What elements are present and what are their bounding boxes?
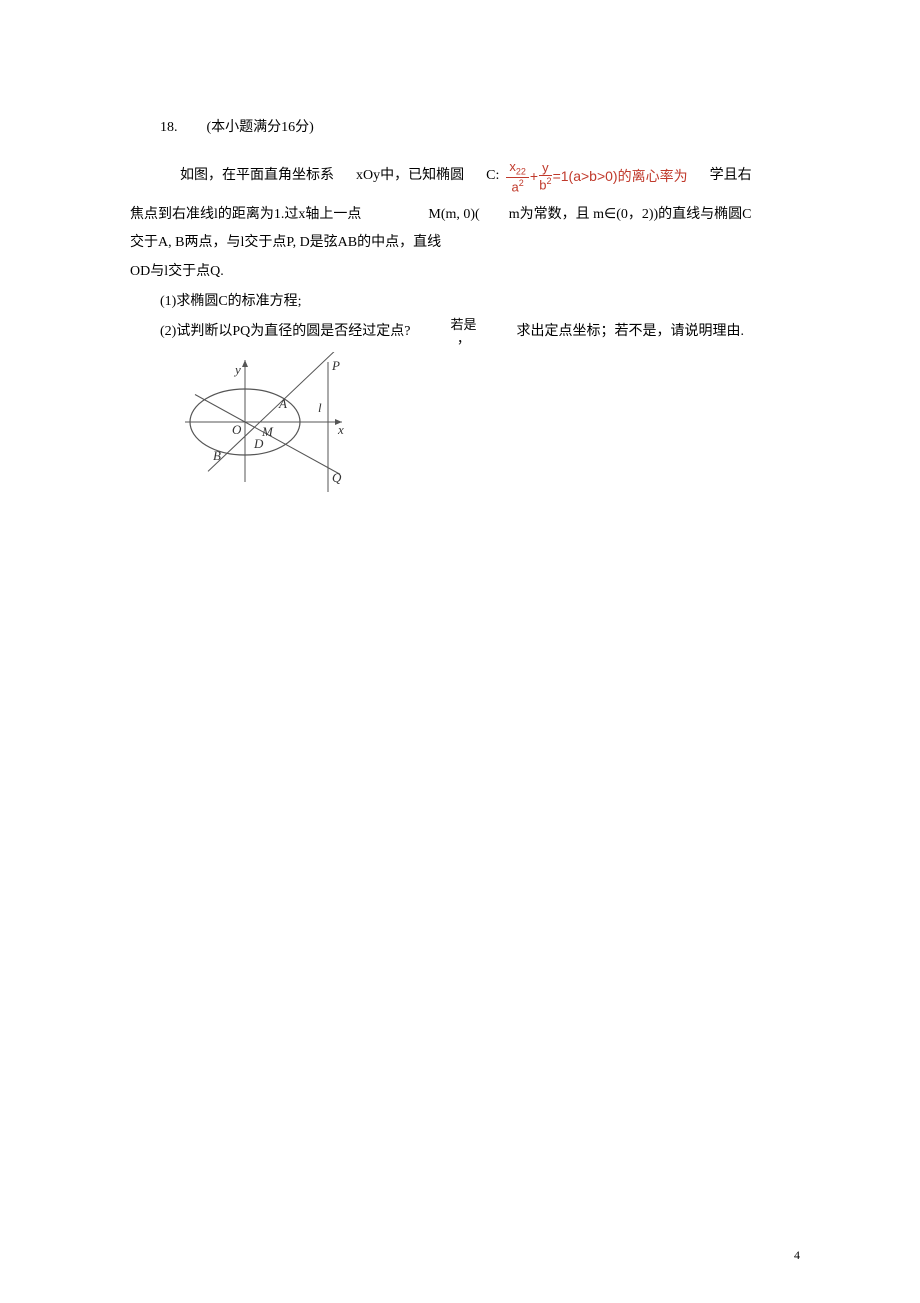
question-2: (2)试判断以PQ为直径的圆是否经过定点? 若是 ， 求出定点坐标；若不是，请说… <box>160 318 830 347</box>
p1-text-3: C: <box>486 163 499 190</box>
question-1: (1)求椭圆C的标准方程; <box>160 289 830 316</box>
p1-text-2: xOy中，已知椭圆 <box>356 163 464 190</box>
svg-text:y: y <box>233 362 241 377</box>
svg-text:x: x <box>337 422 344 437</box>
q2-stacked: 若是 ， <box>450 318 476 347</box>
problem-number: 18. <box>160 120 178 135</box>
svg-text:P: P <box>331 358 340 373</box>
p3-text-1: 交于A, B两点，与l交于点P, D是弦AB的中点，直线 <box>130 235 441 250</box>
p1-text-1: 如图，在平面直角坐标系 <box>180 163 334 190</box>
paragraph-4: OD与l交于点Q. <box>130 259 830 286</box>
svg-text:A: A <box>278 396 287 411</box>
svg-text:l: l <box>318 400 322 415</box>
p1-text-4: 学且右 <box>710 163 752 190</box>
p4-text-1: OD与l交于点Q. <box>130 264 224 279</box>
paragraph-1: 如图，在平面直角坐标系 xOy中，已知椭圆 C: x22 a2 + y b2 =… <box>180 160 830 194</box>
svg-text:Q: Q <box>332 470 342 485</box>
eq-tail: =1(a>b>0)的离心率为 <box>553 163 688 190</box>
plus-sign: + <box>530 163 538 190</box>
q2-text-1: (2)试判断以PQ为直径的圆是否经过定点? <box>160 319 410 346</box>
problem-number-line: 18. (本小题满分16分) <box>160 115 830 142</box>
problem-points: (本小题满分16分) <box>207 120 314 135</box>
fraction-y-b2: y b2 <box>539 161 552 191</box>
paragraph-2: 焦点到右准线l的距离为1.过x轴上一点 M(m, 0)( m为常数，且 m∈(0… <box>130 202 830 229</box>
svg-text:O: O <box>232 422 242 437</box>
page-number: 4 <box>794 1248 800 1263</box>
ellipse-diagram: yxOMABDPQl <box>180 352 830 507</box>
svg-text:B: B <box>213 448 221 463</box>
q2-text-3: 求出定点坐标；若不是，请说明理由. <box>516 319 744 346</box>
q1-text: (1)求椭圆C的标准方程; <box>160 294 302 309</box>
p2-text-1: 焦点到右准线l的距离为1.过x轴上一点 <box>130 207 361 222</box>
svg-text:D: D <box>253 436 264 451</box>
paragraph-3: 交于A, B两点，与l交于点P, D是弦AB的中点，直线 <box>130 230 830 257</box>
fraction-x2-a2: x22 a2 <box>506 160 529 194</box>
p2-text-3: m为常数，且 m∈(0，2))的直线与椭圆C <box>509 207 752 222</box>
p2-text-2: M(m, 0)( <box>428 207 479 222</box>
